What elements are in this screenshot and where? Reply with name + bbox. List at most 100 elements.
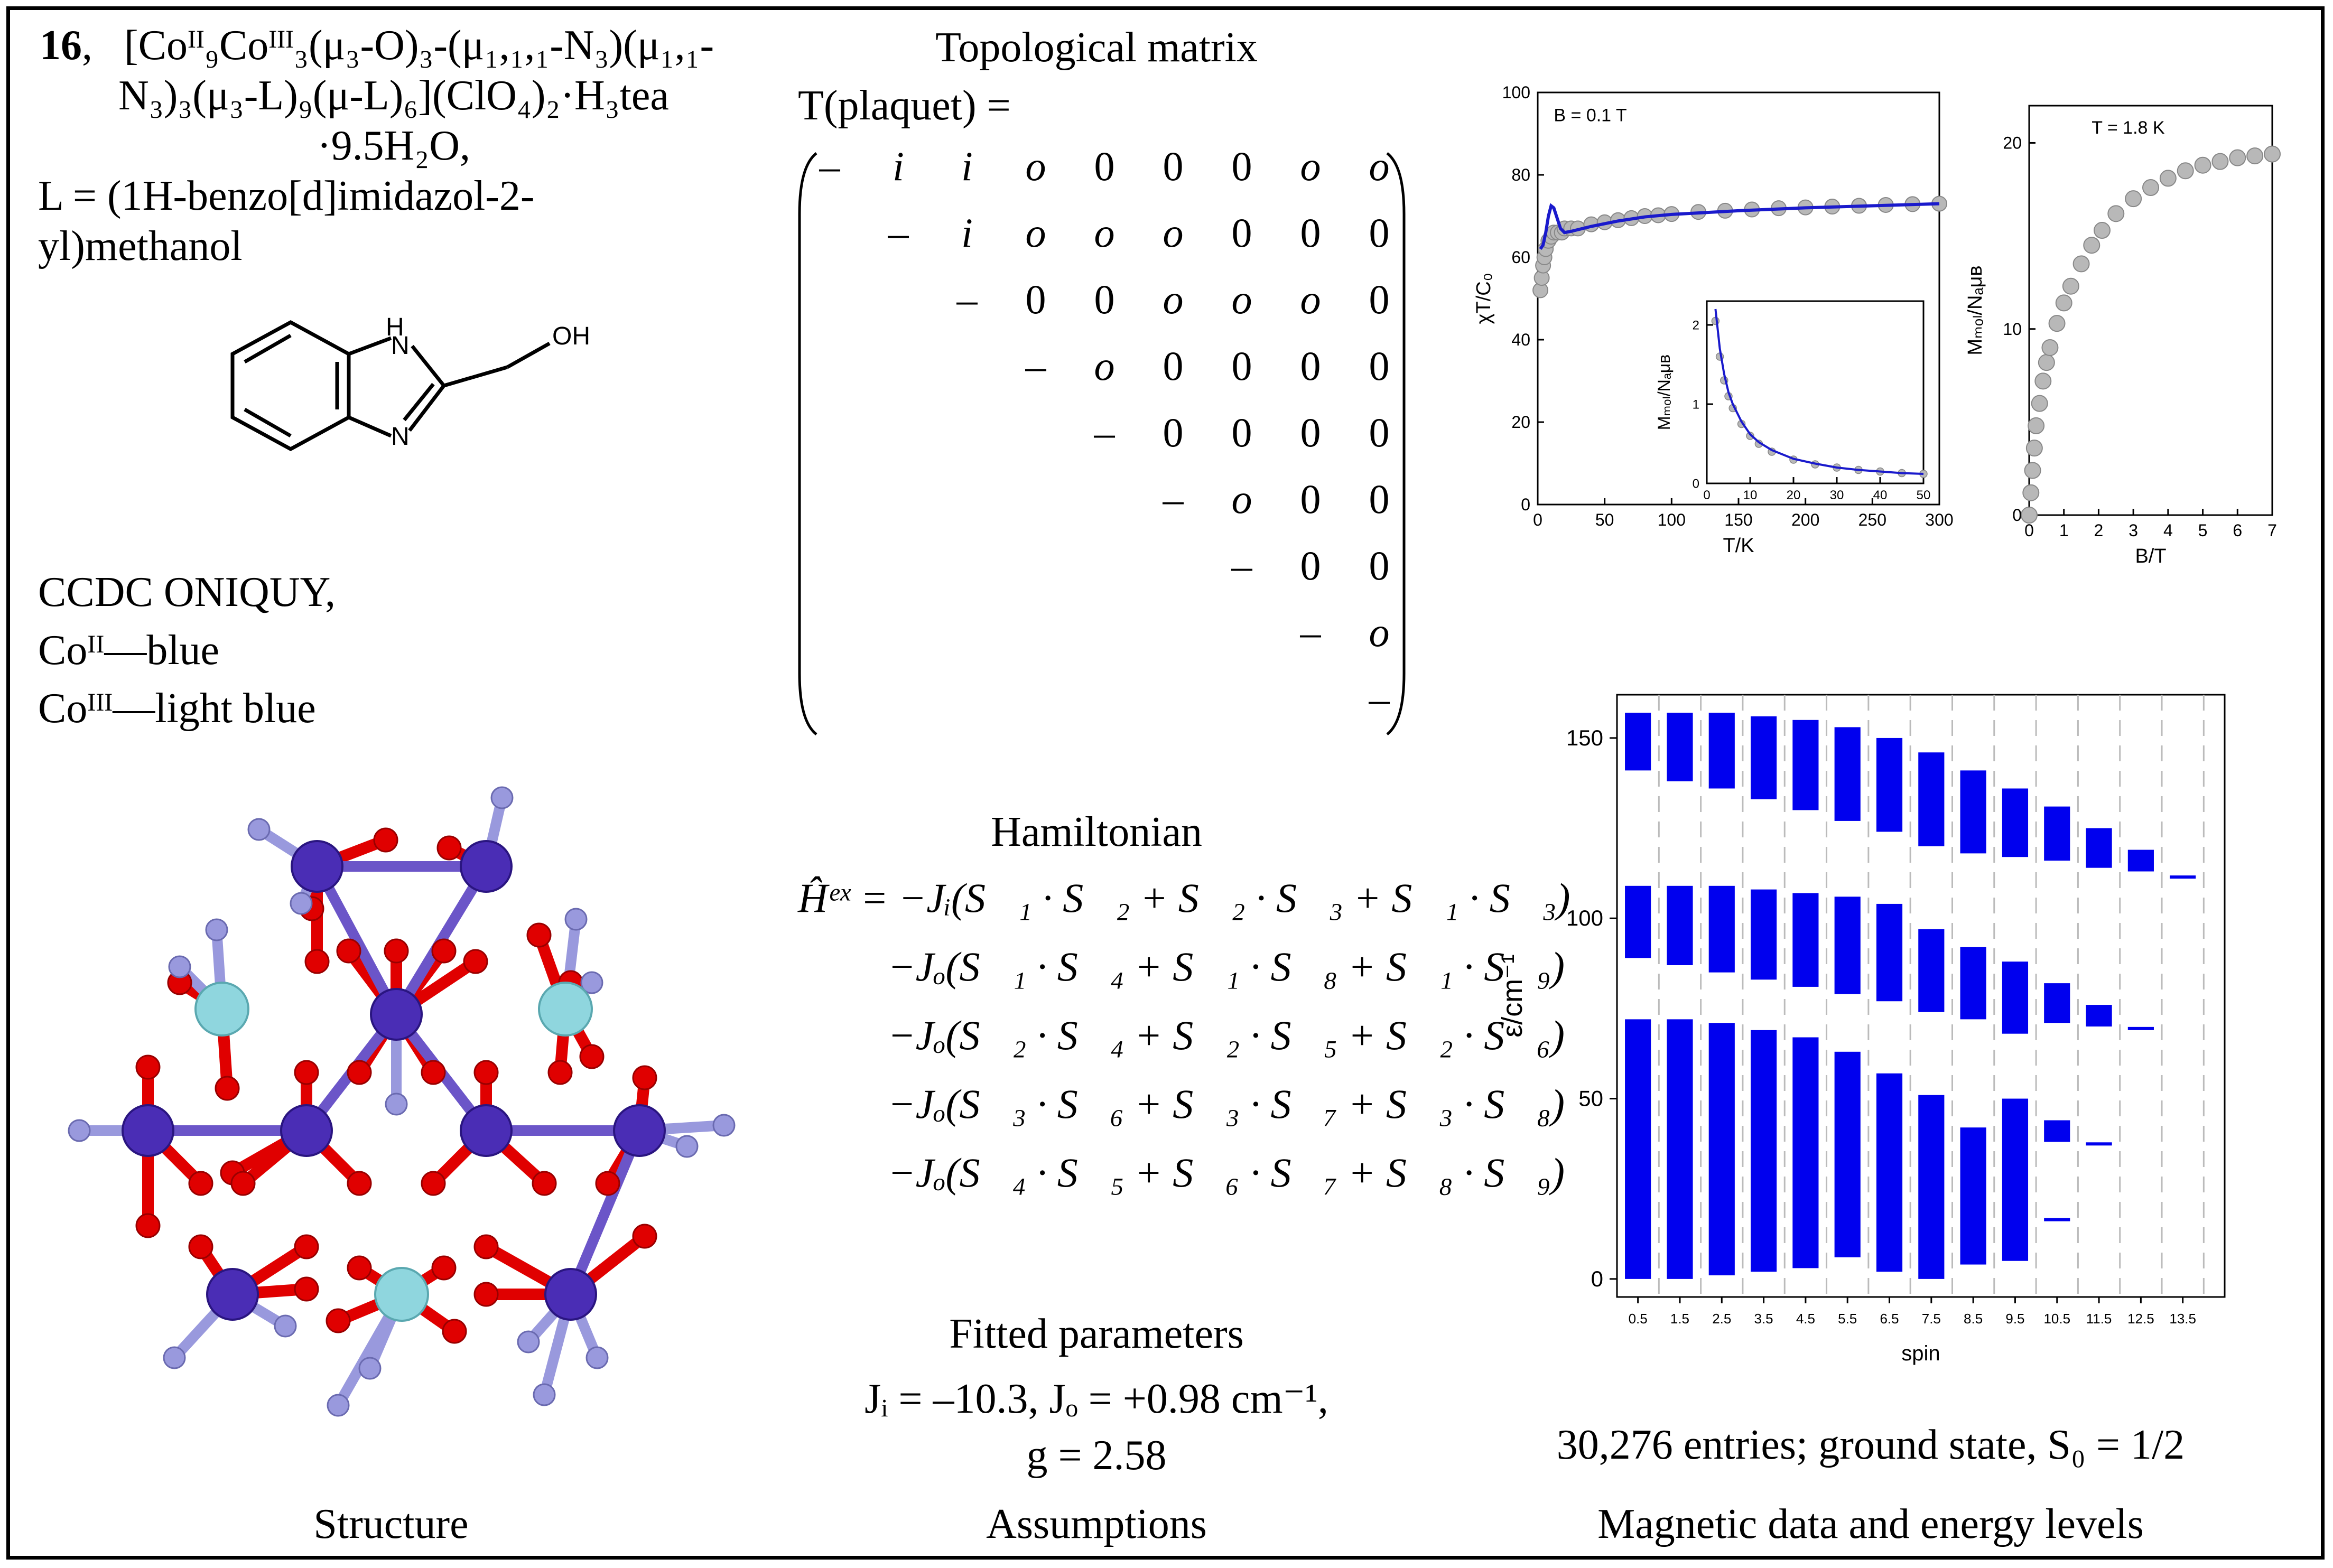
data-point	[2107, 205, 2125, 222]
y-tick-label: 100	[1502, 83, 1530, 102]
x-tick-label: 4	[2163, 521, 2173, 540]
x-tick-label: 8.5	[1964, 1311, 1983, 1327]
co2-atom	[370, 988, 423, 1041]
inset-fit-line	[1714, 309, 1924, 475]
oxygen-atom	[442, 1319, 467, 1344]
oxygen-atom	[632, 1065, 657, 1090]
matrix-cell-2-4: 0	[1094, 276, 1115, 322]
nitrogen-atom	[205, 918, 228, 941]
matrix-cell-3-3: –	[1025, 343, 1046, 389]
y-tick-label: 150	[1566, 725, 1603, 750]
x-tick-label: 10	[1743, 488, 1758, 502]
data-point	[2094, 222, 2111, 239]
oxygen-atom	[373, 827, 398, 853]
x-tick-label: 11.5	[2086, 1311, 2112, 1327]
energy-band	[1667, 885, 1693, 965]
co3-atom	[194, 982, 249, 1037]
matrix-cell-4-6: 0	[1231, 409, 1252, 455]
matrix-cell-5-6: o	[1231, 476, 1252, 522]
oxygen-atom	[347, 1255, 372, 1281]
x-tick-label: 250	[1858, 510, 1886, 529]
energy-band	[1751, 716, 1777, 799]
energy-band	[1876, 738, 1903, 832]
data-point	[2034, 372, 2052, 390]
data-point	[2062, 277, 2079, 295]
x-tick-label: 40	[1873, 488, 1888, 502]
nitrogen-atom	[385, 1093, 408, 1116]
nitrogen-atom	[533, 1383, 556, 1406]
x-tick-label: 1.5	[1670, 1311, 1689, 1327]
energy-band	[1960, 770, 1986, 854]
caption-structure: Structure	[313, 1501, 469, 1547]
oxygen-atom	[294, 1060, 319, 1085]
oxygen-atom	[135, 1213, 161, 1238]
oxygen-atom	[421, 1060, 446, 1085]
data-point	[2038, 354, 2055, 371]
energy-band	[2002, 788, 2029, 857]
oxygen-atom	[188, 1171, 213, 1196]
x-tick-label: 30	[1830, 488, 1844, 502]
matrix-cell-0-6: 0	[1231, 143, 1252, 189]
x-tick-label: 6	[2233, 521, 2242, 540]
x-axis-label: B/T	[2135, 545, 2166, 567]
data-point	[2246, 147, 2264, 165]
x-axis-label: T/K	[1723, 535, 1754, 557]
caption-assumptions: Assumptions	[986, 1501, 1207, 1547]
oxygen-atom	[347, 1171, 372, 1196]
matrix-cell-1-5: o	[1163, 210, 1184, 256]
energy-band	[1792, 893, 1819, 987]
y-tick-label: 60	[1511, 248, 1530, 267]
matrix-cell-2-5: o	[1163, 276, 1184, 322]
annotation: T = 1.8 K	[2092, 118, 2165, 138]
matrix-cell-3-7: 0	[1300, 343, 1321, 389]
matrix-cell-3-5: 0	[1163, 343, 1184, 389]
inset-bg	[1707, 301, 1923, 483]
matrix-cell-2-8: 0	[1369, 276, 1390, 322]
energy-band	[2044, 1218, 2070, 1221]
data-point	[2028, 417, 2045, 434]
matrix-cell-1-7: 0	[1300, 210, 1321, 256]
oxygen-atom	[595, 1171, 620, 1196]
oxygen-atom	[421, 1171, 446, 1196]
matrix-cell-0-5: 0	[1163, 143, 1184, 189]
x-tick-label: 7.5	[1922, 1311, 1941, 1327]
legend-co3: Coᴵᴵᴵ—light blue	[38, 685, 316, 732]
matrix-label: T(plaquet) =	[798, 82, 1011, 129]
hamiltonian-line-3: −Jₒ(S⃗₂ · S⃗₄ + S⃗₂ · S⃗₅ + S⃗₂ · S⃗₆)	[888, 1012, 1565, 1058]
matrix-cell-1-4: o	[1094, 210, 1115, 256]
co2-atom	[460, 840, 513, 893]
caption-magnetic: Magnetic data and energy levels	[1597, 1501, 2144, 1547]
oxygen-atom	[294, 1234, 319, 1259]
matrix-cell-2-2: –	[956, 276, 978, 322]
matrix-cell-0-7: o	[1300, 143, 1321, 189]
oxygen-atom	[431, 938, 457, 964]
nitrogen-atom	[168, 955, 191, 978]
y-tick-label: 0	[1591, 1266, 1603, 1291]
nitrogen-atom	[580, 971, 603, 994]
matrix-cell-0-2: i	[961, 143, 973, 189]
energy-band	[1918, 929, 1945, 1012]
oxygen-atom	[135, 1054, 161, 1080]
data-point	[2194, 156, 2211, 174]
oxygen-atom	[473, 1234, 499, 1259]
figure-frame	[6, 6, 2325, 1560]
matrix-cell-0-1: i	[893, 143, 904, 189]
oxygen-atom	[431, 1255, 457, 1281]
energy-band	[1792, 720, 1819, 810]
formula-line-1: [Coᴵᴵ₉Coᴵᴵᴵ₃(μ₃-O)₃-(μ₁,₁,₁-N₃)(μ₁,₁-	[124, 22, 714, 69]
y-tick-label: 0	[2012, 506, 2022, 525]
plot-frame	[1616, 694, 2226, 1298]
oxygen-atom	[547, 1060, 573, 1085]
inset-y-axis-label: Mₘₒₗ/Nₐμʙ	[1655, 354, 1674, 430]
data-point	[2229, 149, 2246, 166]
x-tick-label: 7	[2267, 521, 2277, 540]
data-point	[2021, 507, 2038, 524]
co2-atom	[613, 1104, 666, 1157]
matrix-cell-1-1: –	[888, 210, 909, 256]
oxygen-atom	[215, 1076, 240, 1101]
energy-band	[2044, 1120, 2070, 1142]
energy-band	[1834, 727, 1861, 821]
legend-co2: Coᴵᴵ—blue	[38, 627, 220, 674]
oxygen-atom	[579, 1044, 605, 1069]
x-tick-label: 6.5	[1880, 1311, 1899, 1327]
